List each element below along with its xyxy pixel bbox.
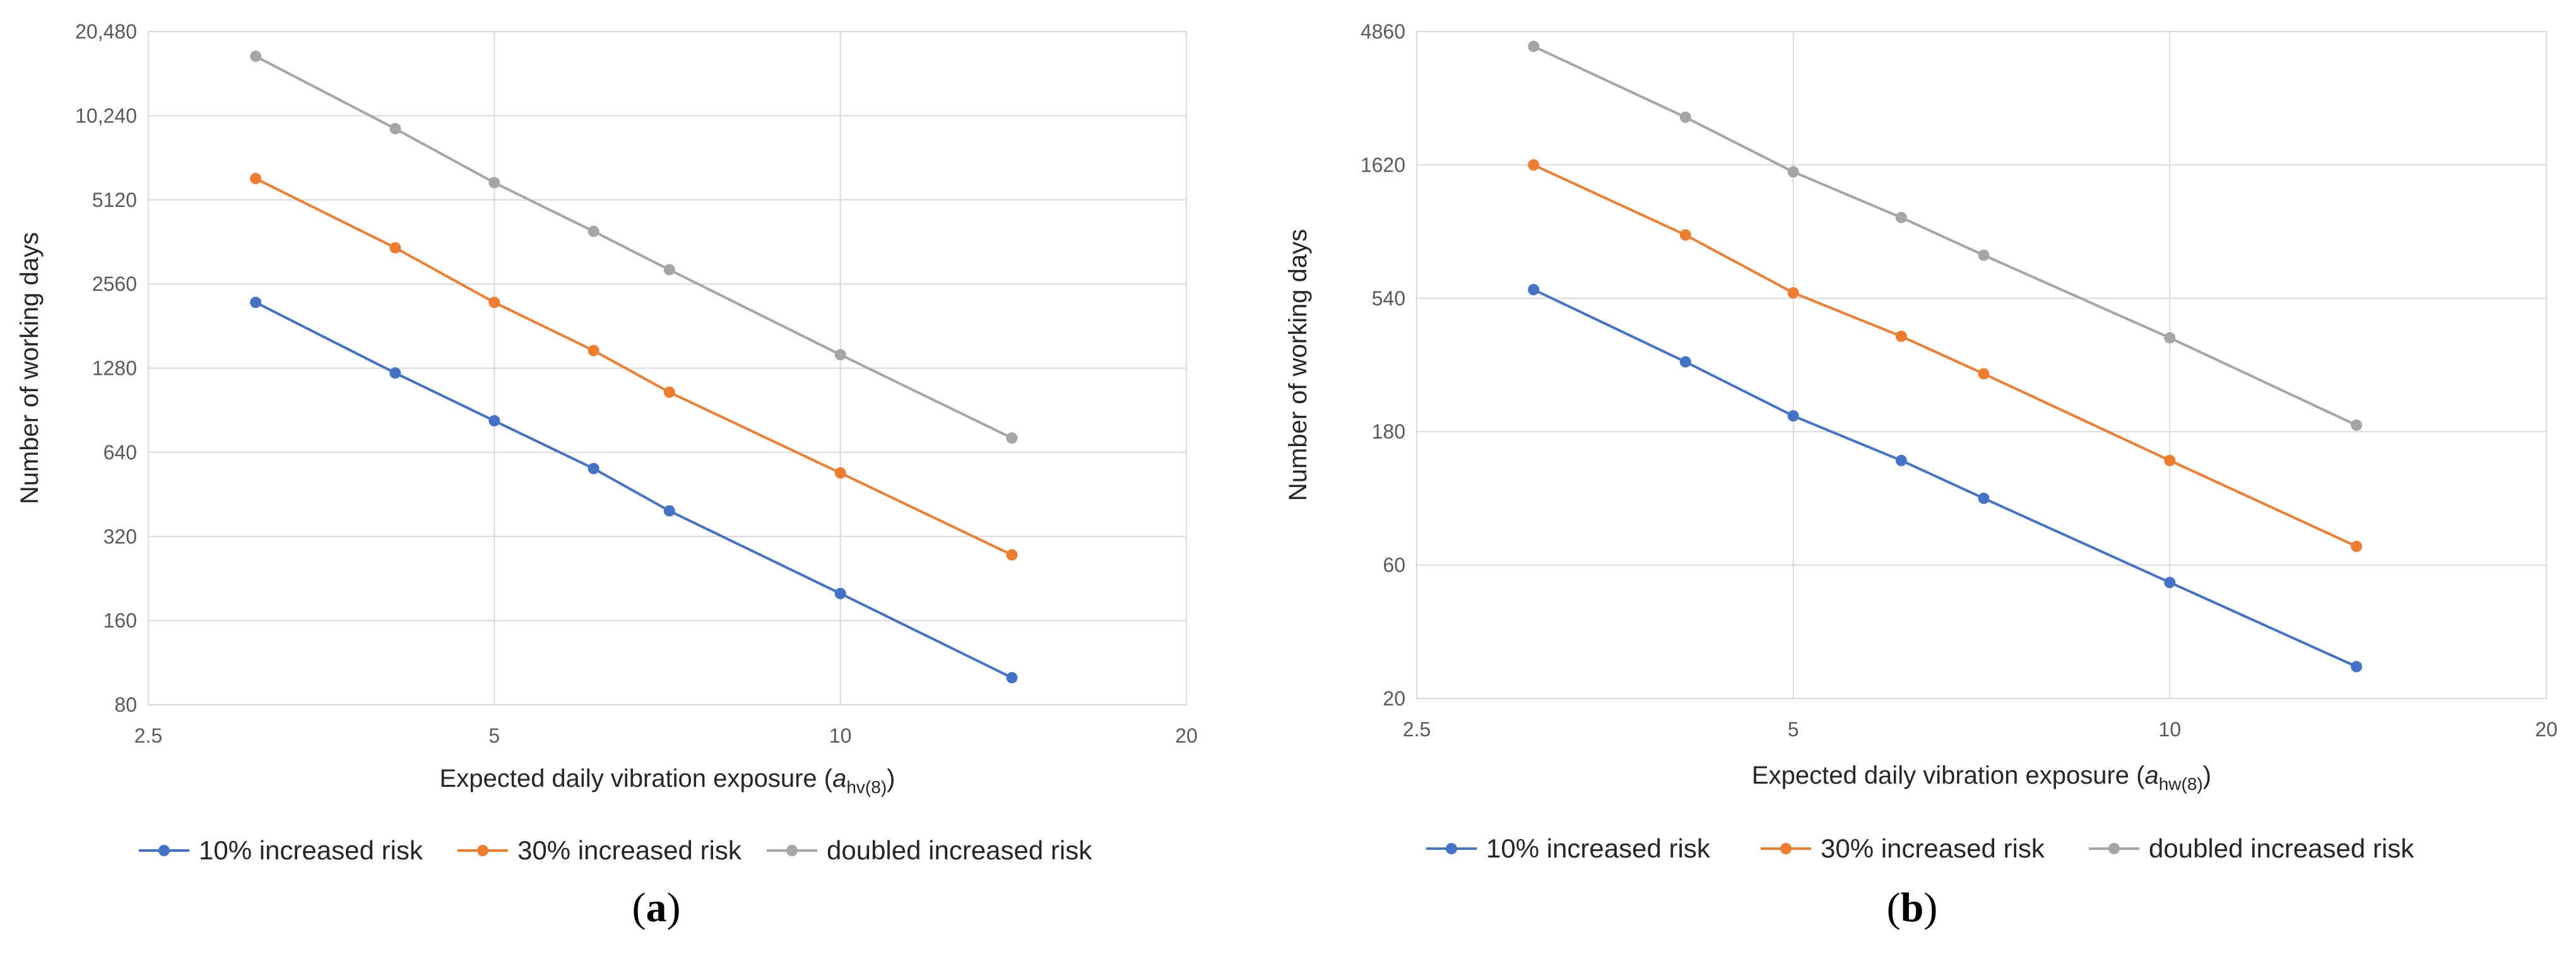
x-tick-label: 2.5: [134, 724, 162, 747]
x-tick-label: 5: [488, 724, 500, 747]
legend-label: doubled increased risk: [2149, 833, 2414, 863]
x-axis-title: Expected daily vibration exposure (ahw(8…: [1752, 762, 2211, 794]
legend-marker: [1780, 843, 1792, 854]
legend-label: 30% increased risk: [517, 835, 742, 865]
data-point: [1679, 356, 1691, 368]
data-point: [250, 173, 262, 185]
data-point: [488, 415, 500, 427]
data-point: [2164, 577, 2176, 589]
chart-panel-a: 80 160 320 640 1280 2560 5120 10,240 20,480 2.5 5 1…: [16, 20, 1198, 931]
x-tick-label: 20: [1175, 724, 1198, 747]
series-line: [1533, 163, 2357, 548]
y-tick-label: 180: [1372, 420, 1405, 443]
x-tick-label: 10: [829, 724, 852, 747]
legend-label: doubled increased risk: [827, 835, 1092, 865]
plot-area: [148, 31, 1187, 705]
legend-marker: [1446, 843, 1457, 854]
y-tick-label: 540: [1372, 287, 1405, 310]
series-line: [1533, 288, 2357, 668]
data-point: [2351, 540, 2363, 552]
data-point: [2164, 332, 2176, 344]
data-point: [588, 462, 600, 474]
legend-label: 30% increased risk: [1821, 833, 2045, 863]
data-point: [389, 367, 401, 379]
data-point: [1679, 229, 1691, 241]
data-point: [663, 505, 675, 517]
series-line: [255, 55, 1013, 439]
y-tick-label: 5120: [92, 189, 137, 211]
series-line: [1533, 45, 2357, 427]
data-point: [834, 587, 846, 599]
data-point: [588, 344, 600, 356]
chart-panel-b: 20 60 180 540 1620 4860 2.5 5 10 20 Number of work…: [1284, 20, 2558, 931]
data-point: [1679, 111, 1691, 123]
data-point: [1006, 549, 1018, 561]
panel-label: (b): [1887, 885, 1938, 931]
data-point: [1978, 368, 1990, 380]
data-point: [1895, 454, 1907, 466]
y-tick-label: 640: [103, 441, 137, 464]
data-point: [2351, 661, 2363, 673]
data-point: [1787, 166, 1799, 178]
data-point: [1978, 249, 1990, 261]
data-point: [1787, 287, 1799, 299]
series-line: [255, 301, 1013, 679]
y-tick-label: 1280: [92, 357, 137, 380]
data-point: [1528, 284, 1540, 296]
data-point: [1895, 211, 1907, 223]
y-tick-label: 10,240: [75, 104, 137, 127]
plot-area: [1416, 31, 2547, 699]
y-tick-label: 60: [1383, 554, 1405, 577]
y-tick-label: 1620: [1361, 153, 1405, 176]
data-point: [488, 177, 500, 189]
series-line: [255, 177, 1013, 556]
data-point: [1006, 672, 1018, 684]
legend-label: 10% increased risk: [199, 835, 423, 865]
y-tick-label: 2560: [92, 273, 137, 295]
data-point: [663, 264, 675, 276]
data-point: [389, 122, 401, 134]
data-point: [1787, 410, 1799, 422]
data-point: [834, 467, 846, 479]
x-tick-label: 5: [1788, 718, 1799, 741]
x-tick-label: 2.5: [1403, 718, 1431, 741]
y-axis-title: Number of working days: [1284, 229, 1312, 501]
data-point: [2164, 454, 2176, 466]
panel-label: (a): [632, 885, 681, 931]
legend-label: 10% increased risk: [1486, 833, 1711, 863]
legend-marker: [477, 845, 488, 856]
y-tick-label: 160: [103, 610, 137, 632]
data-point: [1895, 330, 1907, 342]
x-tick-label: 20: [2535, 718, 2558, 741]
x-axis-title: Expected daily vibration exposure (ahv(8…: [440, 765, 895, 797]
y-tick-label: 80: [114, 693, 137, 716]
data-point: [389, 242, 401, 254]
legend-marker: [2108, 843, 2120, 854]
data-point: [250, 50, 262, 62]
legend-marker: [786, 845, 798, 856]
data-point: [2351, 419, 2363, 431]
y-axis-title: Number of working days: [16, 232, 44, 504]
data-point: [488, 297, 500, 309]
data-point: [1528, 159, 1540, 171]
data-point: [1006, 432, 1018, 444]
x-tick-label: 10: [2159, 718, 2182, 741]
data-point: [663, 386, 675, 398]
y-tick-label: 20: [1383, 687, 1405, 710]
data-point: [588, 225, 600, 237]
y-tick-label: 320: [103, 525, 137, 548]
legend-marker: [158, 845, 170, 856]
data-point: [250, 297, 262, 309]
data-point: [1978, 492, 1990, 504]
data-point: [1528, 40, 1540, 52]
y-tick-label: 20,480: [75, 20, 137, 43]
y-tick-label: 4860: [1361, 20, 1405, 43]
data-point: [834, 349, 846, 361]
